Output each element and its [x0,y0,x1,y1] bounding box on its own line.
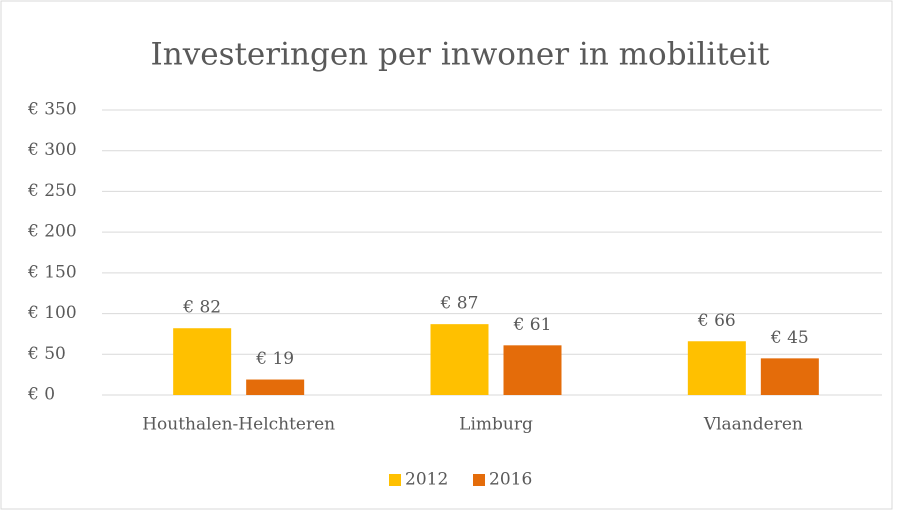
data-label: € 61 [513,315,552,335]
bar [246,379,305,395]
bar [760,358,819,395]
y-tick-label: € 350 [27,100,77,120]
y-tick-label: € 300 [27,140,77,160]
y-tick-label: € 200 [27,222,77,242]
y-tick-label: € 150 [27,262,77,282]
chart-title: Investeringen per inwoner in mobiliteit [151,37,771,73]
x-tick-label: Houthalen-Helchteren [142,415,335,435]
legend-label: 2012 [405,470,448,490]
bar [503,345,562,395]
bar [173,328,232,395]
data-label: € 45 [770,328,809,348]
x-tick-label: Limburg [459,415,533,435]
data-label: € 82 [182,298,221,318]
y-tick-label: € 250 [27,181,77,201]
y-tick-label: € 100 [27,303,77,323]
legend-swatch [389,474,401,486]
x-tick-label: Vlaanderen [703,415,803,435]
data-label: € 66 [697,311,736,331]
legend-swatch [473,474,485,486]
bar [687,341,746,395]
y-tick-label: € 50 [27,344,66,364]
legend-label: 2016 [489,470,532,490]
bar [430,324,489,395]
data-label: € 19 [255,349,294,369]
y-tick-label: € 0 [27,385,55,405]
data-label: € 87 [440,294,479,314]
